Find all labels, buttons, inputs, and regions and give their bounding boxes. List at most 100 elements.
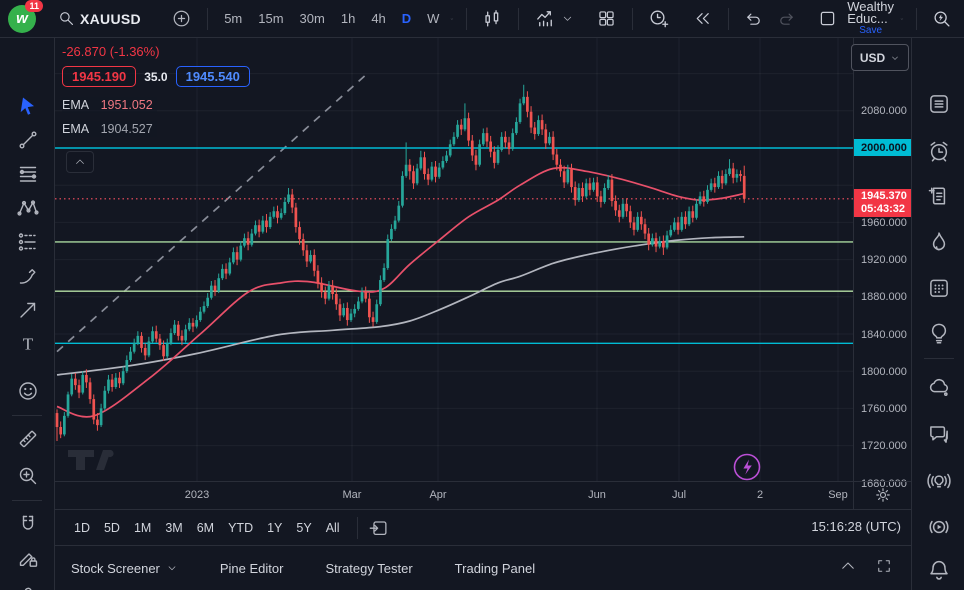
layout-grid-button[interactable] [593, 5, 620, 32]
user-avatar[interactable]: w 11 [8, 0, 43, 33]
time-tick: 2 [756, 489, 764, 501]
maximize-panel-icon[interactable] [875, 557, 893, 575]
drawing-toolbar: T [0, 38, 55, 590]
indicators-button[interactable] [531, 4, 577, 33]
level-price-label: 2000.000 [854, 139, 911, 156]
save-button[interactable]: Save [859, 24, 883, 36]
legend-collapse-button[interactable] [66, 151, 94, 173]
timeframe-1w[interactable]: W [427, 11, 440, 26]
minds-cloud-icon[interactable] [926, 374, 952, 400]
lock-all-drawings-icon[interactable] [16, 583, 40, 590]
timeframe-4h[interactable]: 4h [371, 11, 386, 26]
forecast-tool-icon[interactable] [16, 230, 40, 254]
timeframe-1d[interactable]: D [401, 11, 412, 26]
zoom-in-tool-icon[interactable] [16, 464, 40, 488]
tab-trading-panel[interactable]: Trading Panel [455, 561, 535, 576]
watchlist-icon[interactable] [926, 91, 952, 117]
bar-replay-button[interactable] [689, 5, 716, 32]
timeframe-15m[interactable]: 15m [258, 11, 284, 26]
trend-line-tool-icon[interactable] [16, 128, 40, 152]
layout-name-block[interactable]: Wealthy Educ... Save [847, 0, 894, 37]
indicator-ema-slow[interactable]: EMA 1904.527 [62, 121, 157, 137]
arrow-tool-icon[interactable] [16, 298, 40, 322]
indicator-ema-fast[interactable]: EMA 1951.052 [62, 97, 157, 113]
alerts-clock-icon[interactable] [926, 138, 952, 164]
magnet-tool-icon[interactable] [16, 512, 40, 536]
range-1d[interactable]: 1D [74, 520, 90, 535]
chevron-down-icon [168, 566, 176, 571]
drawing-edit-lock-icon[interactable] [16, 546, 40, 570]
redo-button[interactable] [773, 5, 800, 32]
tab-strategy-tester[interactable]: Strategy Tester [325, 561, 412, 576]
live-ideas-bulb-icon[interactable] [926, 468, 952, 494]
chart-style-button[interactable] [478, 5, 506, 33]
cursor-tool-icon[interactable] [16, 94, 40, 118]
boost-button [733, 453, 761, 481]
spread-value: 35.0 [144, 69, 168, 84]
notifications-bell-icon[interactable] [926, 557, 952, 583]
currency-selector[interactable]: USD [851, 44, 909, 71]
chat-icon[interactable] [926, 421, 952, 447]
timeframes-chevron-down-icon[interactable] [450, 12, 454, 26]
range-5y[interactable]: 5Y [296, 520, 312, 535]
journal-plus-icon[interactable] [926, 183, 952, 209]
range-3m[interactable]: 3M [165, 520, 183, 535]
timeframe-1h[interactable]: 1h [340, 11, 356, 26]
session-clock[interactable]: 15:16:28 (UTC) [811, 519, 901, 534]
price-tick: 1800.000 [861, 366, 907, 378]
buy-button[interactable]: 1945.540 [175, 66, 250, 87]
axis-settings-gear-icon[interactable] [873, 485, 893, 505]
symbol-name: XAUUSD [80, 10, 141, 27]
range-1y[interactable]: 1Y [267, 520, 283, 535]
price-chart[interactable] [55, 38, 853, 481]
streams-broadcast-icon[interactable] [926, 514, 952, 540]
time-axis[interactable]: 2023 Mar Apr Jun Jul 2 Sep [55, 481, 911, 509]
range-1m[interactable]: 1M [133, 520, 152, 535]
time-tick: 2023 [184, 489, 210, 501]
fib-retracement-tool-icon[interactable] [16, 162, 40, 186]
range-all[interactable]: All [325, 520, 340, 535]
layout-chevron-down-icon[interactable] [900, 12, 904, 26]
sell-button[interactable]: 1945.190 [62, 66, 137, 87]
tab-pine-editor[interactable]: Pine Editor [220, 561, 284, 576]
price-axis[interactable]: 2080.000 2040.000 1960.000 1920.000 1880… [851, 38, 912, 509]
economic-calendar-icon[interactable] [926, 275, 952, 301]
timeframe-30m[interactable]: 30m [299, 11, 325, 26]
ideas-bulb-icon[interactable] [926, 320, 952, 346]
range-6m[interactable]: 6M [196, 520, 215, 535]
go-to-date-icon[interactable] [368, 517, 390, 539]
chevron-up-icon [76, 159, 84, 164]
emoji-tool-icon[interactable] [16, 379, 40, 403]
range-5d[interactable]: 5D [103, 520, 120, 535]
price-tick: 1840.000 [861, 329, 907, 341]
layout-rect-button[interactable] [814, 5, 841, 32]
brush-tool-icon[interactable] [16, 264, 40, 288]
quick-search-button[interactable] [928, 5, 956, 33]
price-tick: 1920.000 [861, 254, 907, 266]
create-alert-button[interactable] [644, 4, 673, 33]
text-tool-icon[interactable]: T [16, 332, 40, 356]
date-range-toolbar: 1D 5D 1M 3M 6M YTD 1Y 5Y All 15:16:28 (U… [55, 509, 911, 545]
symbol-search[interactable]: XAUUSD [54, 6, 144, 31]
measure-tool-icon[interactable] [16, 427, 40, 451]
quick-search-icon [934, 10, 950, 27]
layout-name: Wealthy Educ... [847, 0, 894, 26]
rectangle-icon [821, 11, 835, 26]
expand-panel-chevron-icon[interactable] [839, 557, 857, 575]
chevron-down-icon [892, 56, 898, 60]
time-tick: Mar [342, 489, 362, 501]
xabcd-pattern-tool-icon[interactable] [16, 196, 40, 220]
range-ytd[interactable]: YTD [228, 520, 254, 535]
timeframe-5m[interactable]: 5m [224, 11, 243, 26]
panel-controls [839, 557, 893, 575]
time-tick: Sep [828, 489, 848, 501]
currency-value: USD [859, 50, 886, 65]
indicators-chevron-down-icon[interactable] [561, 12, 574, 25]
hotlists-flame-icon[interactable] [926, 229, 952, 255]
bottom-panel-tabs: Stock Screener Pine Editor Strategy Test… [55, 545, 911, 590]
tab-stock-screener[interactable]: Stock Screener [71, 561, 178, 576]
search-icon [60, 12, 73, 25]
undo-button[interactable] [740, 5, 767, 32]
compare-add-button[interactable] [168, 5, 195, 32]
trendline-dashed [56, 71, 370, 353]
